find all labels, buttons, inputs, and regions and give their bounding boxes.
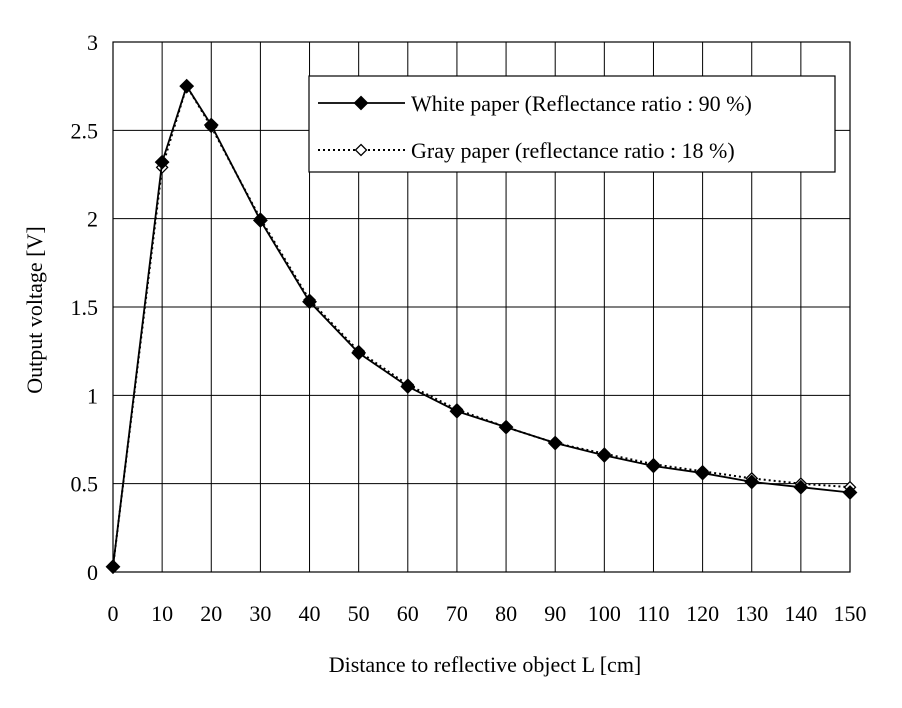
white-paper-point	[842, 485, 858, 500]
white-paper-point	[695, 465, 711, 481]
legend: White paper (Reflectance ratio : 90 %) Gr…	[308, 75, 836, 173]
x-tick-label: 70	[446, 601, 468, 626]
x-axis-label: Distance to reflective object L [cm]	[329, 652, 642, 677]
white-paper-point	[646, 458, 661, 474]
series-layer	[105, 78, 858, 575]
x-tick-label: 40	[299, 601, 321, 626]
x-axis-tick-labels: 0 10 20 30 40 50 60 70 80 90 100 110 120 130 140 150	[108, 601, 867, 626]
x-tick-label: 90	[544, 601, 566, 626]
y-tick-label: 3	[87, 30, 98, 55]
white-paper-point	[400, 379, 416, 394]
x-tick-label: 10	[151, 601, 173, 626]
y-tick-label: 1.5	[71, 295, 99, 320]
legend-box	[308, 75, 836, 173]
white-paper-point	[179, 78, 195, 94]
plot-area-frame	[112, 41, 851, 573]
x-tick-label: 0	[108, 601, 119, 626]
y-axis-label: Output voltage [V]	[22, 226, 47, 393]
white-paper-point	[793, 479, 809, 495]
y-tick-label: 0.5	[71, 472, 99, 497]
legend-marker-gray-paper	[354, 143, 368, 157]
x-tick-label: 20	[200, 601, 222, 626]
white-paper-point	[203, 117, 219, 133]
y-tick-label: 2.5	[71, 118, 99, 143]
white-paper-point	[302, 294, 317, 310]
x-tick-label: 140	[784, 601, 817, 626]
x-tick-label: 150	[834, 601, 867, 626]
x-tick-label: 80	[495, 601, 517, 626]
x-tick-label: 110	[637, 601, 669, 626]
white-paper-point	[744, 474, 760, 490]
legend-label-white-paper: White paper (Reflectance ratio : 90 %)	[411, 91, 752, 116]
legend-label-gray-paper: Gray paper (reflectance ratio : 18 %)	[411, 138, 735, 163]
series-white-paper	[105, 78, 858, 575]
x-tick-label: 100	[588, 601, 621, 626]
x-tick-label: 120	[686, 601, 719, 626]
white-paper-point	[498, 419, 514, 435]
y-tick-label: 1	[87, 383, 98, 408]
x-tick-label: 30	[249, 601, 271, 626]
white-paper-point	[547, 435, 563, 451]
white-paper-point	[449, 403, 465, 419]
white-paper-point	[252, 213, 268, 228]
x-tick-label: 60	[397, 601, 419, 626]
y-tick-label: 2	[87, 207, 98, 232]
white-paper-point	[105, 559, 121, 575]
x-tick-label: 50	[348, 601, 370, 626]
white-paper-point	[351, 345, 367, 361]
y-tick-label: 0	[87, 560, 98, 585]
x-tick-label: 130	[735, 601, 768, 626]
y-axis-tick-labels: 0 0.5 1 1.5 2 2.5 3	[71, 30, 99, 585]
legend-marker-white-paper	[353, 95, 369, 111]
white-paper-point	[596, 447, 612, 463]
white-paper-point	[154, 154, 170, 170]
